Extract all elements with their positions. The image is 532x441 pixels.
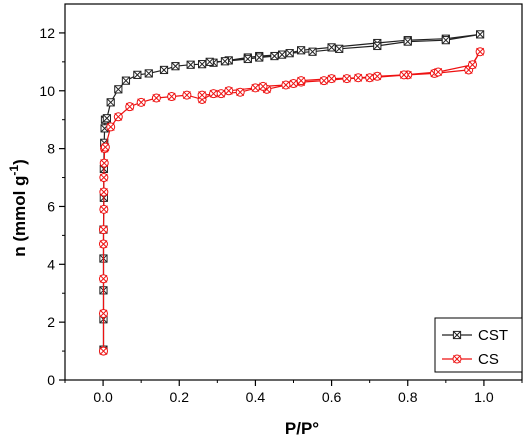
data-point-cs [353, 73, 363, 83]
data-point-cs [289, 79, 298, 89]
data-point-cs [399, 70, 409, 80]
data-point-cst [243, 54, 252, 64]
data-point-cs [100, 142, 110, 152]
x-tick-label: 0.8 [398, 389, 418, 405]
data-point-cs [342, 74, 352, 84]
data-point-cst [205, 57, 214, 66]
y-tick-label: 10 [39, 83, 55, 99]
data-point-cs [98, 239, 108, 249]
legend-marker-cs [452, 354, 462, 364]
y-axis-label-superscript: -1 [7, 165, 21, 176]
y-tick-label: 2 [47, 314, 55, 330]
data-point-cst [144, 69, 153, 78]
data-point-cs [197, 90, 207, 100]
data-point-cst [133, 70, 142, 79]
x-tick-label: 1.0 [474, 389, 494, 405]
data-point-cs [467, 60, 477, 70]
data-point-cs [209, 89, 219, 99]
y-tick-label: 4 [47, 256, 55, 272]
data-point-cs [372, 71, 382, 81]
x-tick-label: 0.2 [170, 389, 190, 405]
data-point-cs [99, 173, 109, 183]
data-point-cst [327, 43, 336, 52]
data-point-cst [297, 46, 306, 55]
data-point-cs [224, 86, 234, 96]
data-point-cst [335, 44, 344, 53]
data-point-cst [198, 60, 207, 69]
data-point-cst [285, 49, 294, 58]
data-point-cs [151, 93, 161, 103]
y-axis-label-tail: ) [10, 159, 29, 165]
data-point-cst [403, 37, 412, 46]
data-point-cs [235, 87, 245, 97]
data-point-cs [98, 308, 108, 318]
data-point-cst [171, 62, 180, 71]
data-point-cs [319, 76, 329, 86]
data-point-cst [220, 57, 230, 66]
data-point-cs [250, 83, 260, 93]
data-point-cst [102, 114, 111, 123]
data-point-cs [99, 204, 109, 214]
data-point-cs [125, 102, 135, 112]
data-point-cs [281, 80, 291, 90]
data-point-cs [433, 67, 443, 77]
x-tick-label: 0.6 [322, 389, 342, 405]
y-tick-label: 8 [47, 141, 55, 157]
data-point-cs [258, 81, 268, 91]
data-point-cs [99, 158, 109, 168]
x-axis-label: P/P° [285, 419, 319, 438]
data-point-cs [113, 112, 123, 122]
y-axis-label-main: n (mmol g [10, 176, 29, 257]
data-point-cs [98, 346, 108, 356]
data-point-cs [136, 97, 146, 107]
data-point-cs [365, 73, 375, 83]
data-point-cs [296, 76, 306, 86]
data-point-cst [277, 50, 287, 59]
data-point-cs [182, 90, 192, 100]
data-point-cs [327, 74, 337, 84]
y-tick-label: 6 [47, 198, 55, 214]
data-point-cs [167, 92, 177, 102]
x-tick-label: 0.4 [246, 389, 266, 405]
y-tick-label: 0 [47, 372, 55, 388]
data-point-cst [186, 60, 195, 69]
data-point-cs [98, 274, 108, 284]
data-point-cst [270, 51, 279, 61]
data-point-cst [159, 65, 169, 75]
data-point-cst [373, 41, 382, 51]
data-point-cs [99, 187, 109, 197]
y-axis-label: n (mmol g-1) [7, 159, 29, 257]
data-point-cs [216, 89, 226, 99]
data-point-cst [121, 76, 131, 85]
legend: CST CS [434, 317, 523, 373]
data-point-cs [106, 122, 116, 132]
data-point-cst [255, 53, 264, 62]
legend-box [434, 317, 523, 373]
data-point-cst [476, 30, 485, 39]
data-point-cst [441, 36, 450, 45]
legend-label-cst: CST [478, 327, 508, 344]
legend-item-cs: CS [442, 351, 499, 368]
legend-label-cs: CS [478, 351, 499, 368]
y-tick-label: 12 [39, 25, 55, 41]
x-tick-label: 0.0 [93, 389, 113, 405]
data-point-cs [98, 225, 108, 235]
data-point-cst [308, 47, 317, 56]
data-point-cs [475, 47, 485, 57]
data-point-cst [106, 98, 115, 107]
data-point-cst [114, 85, 123, 94]
legend-marker-cst [452, 330, 462, 340]
legend-item-cst: CST [442, 327, 508, 344]
